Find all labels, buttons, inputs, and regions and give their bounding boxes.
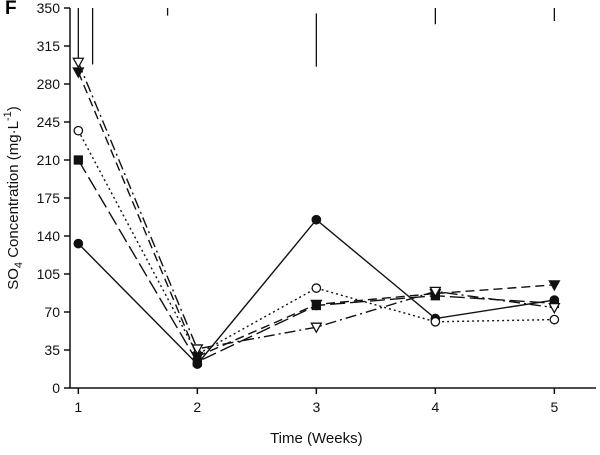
marker-open-triangle-down	[191, 344, 204, 356]
y-tick-label: 280	[37, 76, 61, 92]
panel-label: F	[5, 0, 17, 19]
y-tick-label: 245	[37, 114, 61, 130]
y-tick-label: 105	[37, 266, 61, 282]
x-tick-label: 1	[74, 399, 82, 415]
y-axis-title: SO4 Concentration (mg·L-1)	[2, 106, 25, 290]
y-tick-label: 350	[37, 0, 61, 16]
marker-open-circle	[311, 283, 322, 293]
marker-open-triangle-down	[72, 57, 85, 69]
x-tick-label: 2	[193, 399, 201, 415]
y-tick-label: 315	[37, 38, 61, 54]
axes	[69, 8, 596, 389]
marker-filled-square	[73, 155, 83, 165]
marker-filled-triangle-down	[310, 299, 323, 311]
y-tick-label: 35	[44, 342, 60, 358]
y-tick-label: 140	[37, 228, 61, 244]
y-tick-label: 70	[44, 304, 60, 320]
y-tick-label: 210	[37, 152, 61, 168]
series-line-open-triangle-down	[77, 62, 555, 350]
marker-open-triangle-down	[429, 286, 442, 298]
x-tick-label: 3	[312, 399, 320, 415]
marker-filled-triangle-down	[72, 67, 85, 79]
marker-open-circle	[430, 316, 441, 327]
series-line-filled-triangle-down	[77, 71, 555, 358]
marker-open-triangle-down	[310, 322, 323, 334]
marker-filled-triangle-down	[548, 280, 561, 292]
marker-open-circle	[549, 314, 560, 325]
marker-open-triangle-down	[548, 303, 561, 314]
y-tick-label: 175	[37, 190, 61, 206]
marker-filled-circle	[73, 238, 84, 249]
x-axis-title: Time (Weeks)	[270, 430, 363, 447]
x-tick-label: 4	[431, 399, 439, 415]
x-tick-label: 5	[550, 399, 558, 415]
y-tick-label: 0	[52, 380, 60, 396]
marker-filled-circle	[311, 214, 322, 225]
marker-open-circle	[73, 125, 84, 136]
